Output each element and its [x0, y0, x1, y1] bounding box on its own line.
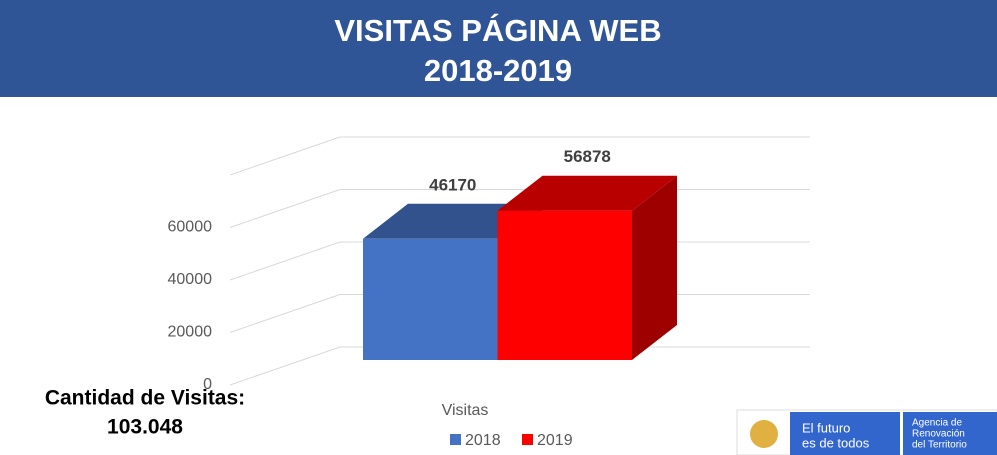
legend-label: 2018: [465, 432, 501, 449]
logo-slogan: es de todos: [802, 435, 870, 450]
legend-swatch: [450, 434, 461, 445]
header-band: [0, 0, 997, 97]
grid-line: [229, 346, 341, 386]
y-tick-label: 20000: [168, 324, 213, 341]
grid-line: [229, 241, 341, 281]
logo-agency: del Territorio: [912, 440, 967, 451]
y-tick-label: 60000: [168, 219, 213, 236]
annotation-label: Cantidad de Visitas:: [45, 387, 245, 410]
annotation-value: 103.048: [107, 416, 183, 439]
grid-line: [229, 294, 341, 333]
chart-subtitle: 2018-2019: [424, 53, 572, 88]
legend-label: 2019: [537, 432, 573, 449]
y-tick-label: 40000: [168, 271, 213, 288]
chart-title: VISITAS PÁGINA WEB: [334, 13, 661, 48]
y-tick-label: 0: [203, 376, 212, 393]
logo-agency: Agencia de: [912, 418, 962, 429]
legend-swatch: [522, 434, 533, 445]
data-label: 56878: [564, 147, 611, 166]
grid-line: [229, 189, 341, 228]
bar: [497, 175, 677, 360]
data-label: 46170: [429, 175, 476, 194]
logo-agency: Renovación: [912, 429, 965, 440]
x-tick-label: Visitas: [442, 402, 489, 419]
logo-slogan: El futuro: [802, 420, 850, 435]
wall-edge: [229, 136, 341, 176]
logo: El futuro es de todos Agencia de Renovac…: [736, 409, 997, 455]
